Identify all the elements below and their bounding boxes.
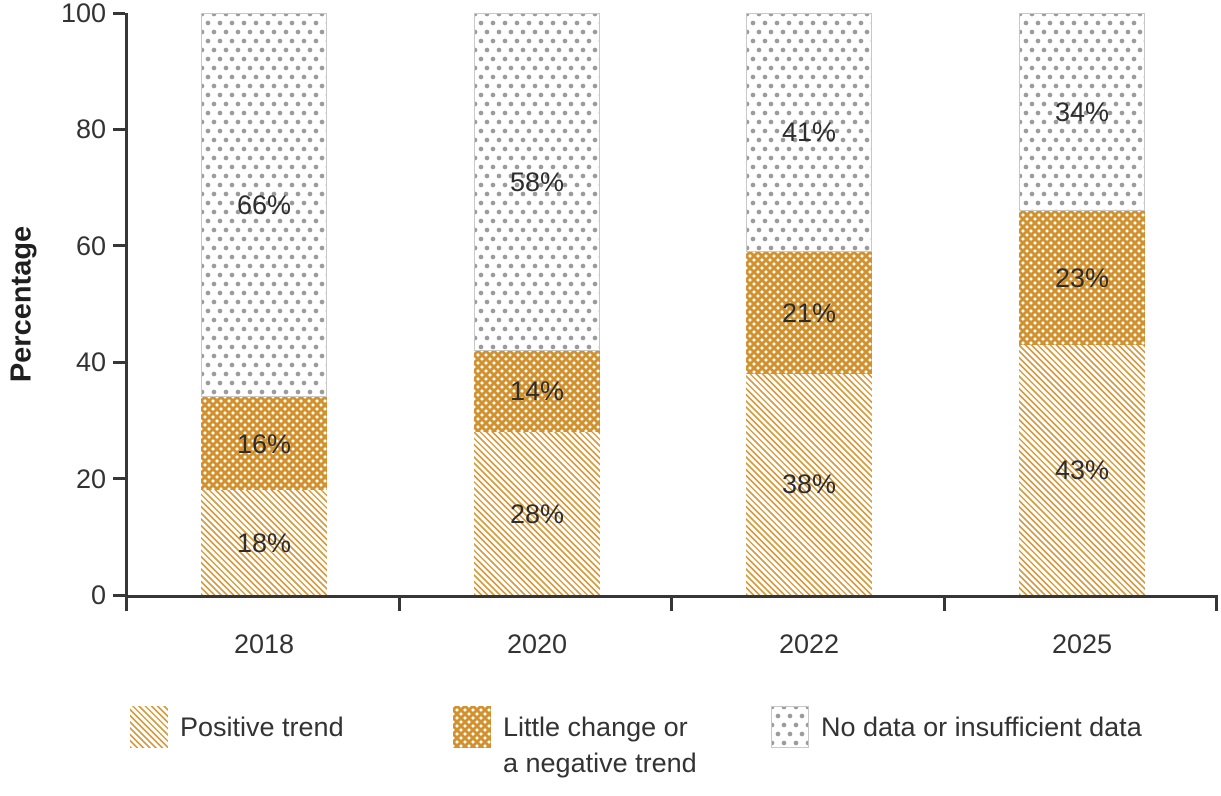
y-tick-label: 20: [75, 464, 106, 494]
legend-label: No data or insufficient data: [821, 709, 1142, 745]
legend-label-line: a negative trend: [503, 748, 697, 778]
bar-segment-label: 14%: [509, 376, 565, 406]
x-tick: [1215, 598, 1218, 611]
bar-segment-label: 43%: [1054, 455, 1110, 485]
y-tick-label: 60: [75, 231, 106, 261]
bar-segment-hatch-2018: [201, 490, 327, 595]
bar-segment-label: 18%: [236, 528, 292, 558]
y-tick: [113, 477, 125, 480]
x-tick: [943, 598, 946, 611]
x-tick-label-2025: 2025: [1051, 629, 1113, 659]
bar-segment-hatch-2022: [746, 374, 872, 595]
legend-label-line: Positive trend: [180, 712, 344, 742]
y-axis: [125, 13, 128, 595]
x-tick: [125, 598, 128, 611]
y-tick: [113, 12, 125, 15]
bar-segment-orange-dots-2018: [201, 397, 327, 490]
bar-segment-label: 66%: [236, 190, 292, 220]
bar-segment-label: 23%: [1054, 263, 1110, 293]
legend-label: Positive trend: [180, 709, 344, 745]
y-tick-label: 100: [60, 0, 106, 28]
bar-segment-orange-dots-2020: [474, 351, 600, 432]
bar-segment-label: 21%: [781, 298, 837, 328]
x-tick: [670, 598, 673, 611]
x-tick: [398, 598, 401, 611]
legend-item-orange-dots: Little change or a negative trend: [453, 706, 697, 781]
legend-label-line: No data or insufficient data: [821, 712, 1142, 742]
bar-segment-hatch-2020: [474, 432, 600, 595]
y-tick: [113, 244, 125, 247]
bar-segment-label: 38%: [781, 469, 837, 499]
bar-segment-gray-dots-2022: [746, 13, 872, 252]
x-tick-label-2018: 2018: [233, 629, 295, 659]
legend-item-gray-dots: No data or insufficient data: [771, 706, 1142, 748]
x-tick-label-2022: 2022: [778, 629, 840, 659]
y-tick: [113, 594, 125, 597]
bar-segment-label: 28%: [509, 499, 565, 529]
bar-segment-gray-dots-2025: [1019, 13, 1145, 211]
x-axis: [125, 595, 1218, 598]
bar-segment-hatch-2025: [1019, 345, 1145, 595]
legend-label-line: Little change or: [503, 712, 688, 742]
legend-swatch-gray-dots: [771, 706, 809, 748]
bar-segment-gray-dots-2018: [201, 13, 327, 397]
bar-segment-label: 41%: [781, 117, 837, 147]
bar-segment-orange-dots-2022: [746, 252, 872, 374]
legend-label: Little change or a negative trend: [503, 709, 697, 781]
legend-item-hatch: Positive trend: [130, 706, 344, 748]
bar-segment-label: 58%: [509, 167, 565, 197]
legend-swatch-hatch: [130, 706, 168, 748]
y-tick-label: 40: [75, 347, 106, 377]
y-tick-label: 0: [90, 580, 106, 610]
x-tick-label-2020: 2020: [506, 629, 568, 659]
bar-segment-label: 34%: [1054, 97, 1110, 127]
bar-segment-orange-dots-2025: [1019, 211, 1145, 345]
y-tick-label: 80: [75, 114, 106, 144]
y-tick: [113, 128, 125, 131]
y-tick: [113, 361, 125, 364]
legend-swatch-orange-dots: [453, 706, 491, 748]
bar-segment-label: 16%: [236, 429, 292, 459]
bar-segment-gray-dots-2020: [474, 13, 600, 351]
